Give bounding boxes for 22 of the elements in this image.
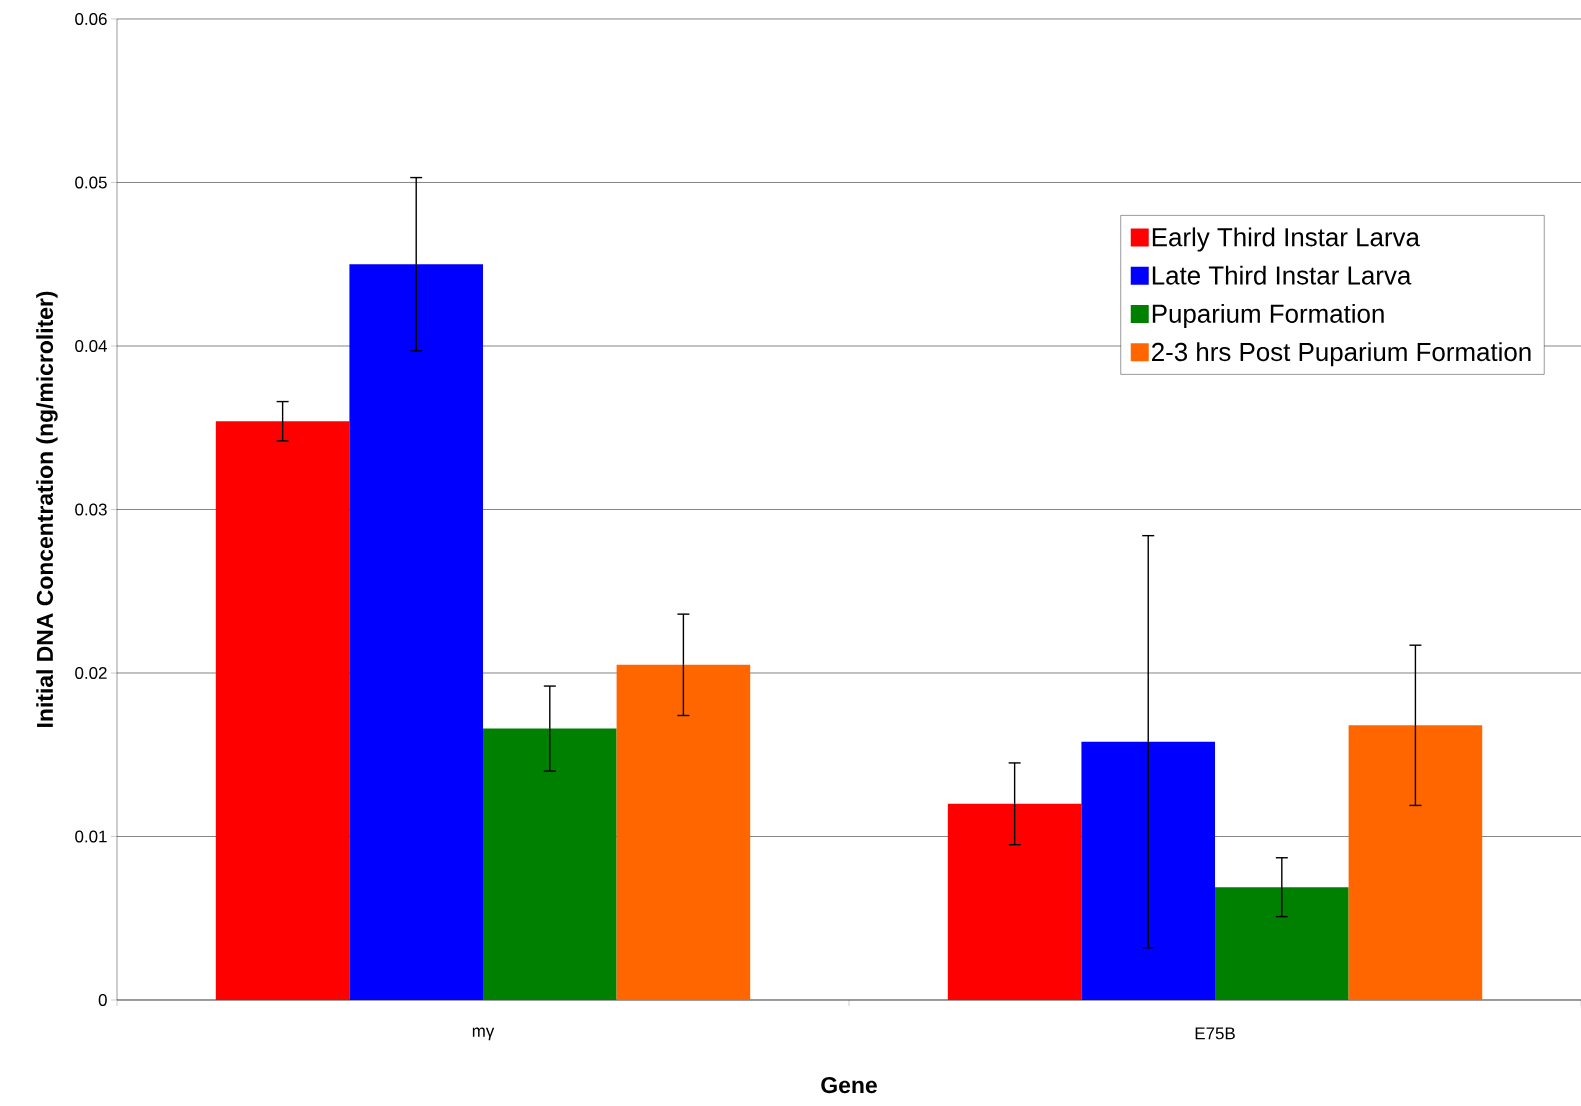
y-tick-label: 0.02 — [75, 666, 107, 679]
legend-label: 2-3 hrs Post Puparium Formation — [1152, 342, 1531, 367]
bar — [947, 803, 1082, 1000]
y-axis-title: Initial DNA Concentration (ng/microliter) — [36, 291, 58, 727]
legend-label: Puparium Formation — [1152, 303, 1384, 329]
y-tick-label: 0.01 — [75, 830, 107, 843]
legend-label: Early Third Instar Larva — [1152, 227, 1420, 252]
x-tick-label: mγ — [472, 1027, 495, 1041]
bar — [349, 264, 484, 1000]
bar — [483, 728, 617, 1000]
y-tick-label: 0.05 — [75, 176, 107, 189]
bar — [1348, 725, 1483, 1000]
bar — [616, 664, 751, 1000]
y-tick-label: 0.04 — [75, 339, 107, 352]
legend-label: Late Third Instar Larva — [1152, 265, 1412, 285]
x-axis-title: Gene — [821, 1076, 877, 1094]
bar — [215, 421, 350, 1000]
y-tick-label: 0 — [98, 994, 107, 1006]
y-tick-label: 0.03 — [75, 503, 107, 516]
bar — [1215, 887, 1349, 1000]
y-tick-label: 0.06 — [75, 12, 107, 25]
x-tick-label: E75B — [1195, 1027, 1235, 1040]
